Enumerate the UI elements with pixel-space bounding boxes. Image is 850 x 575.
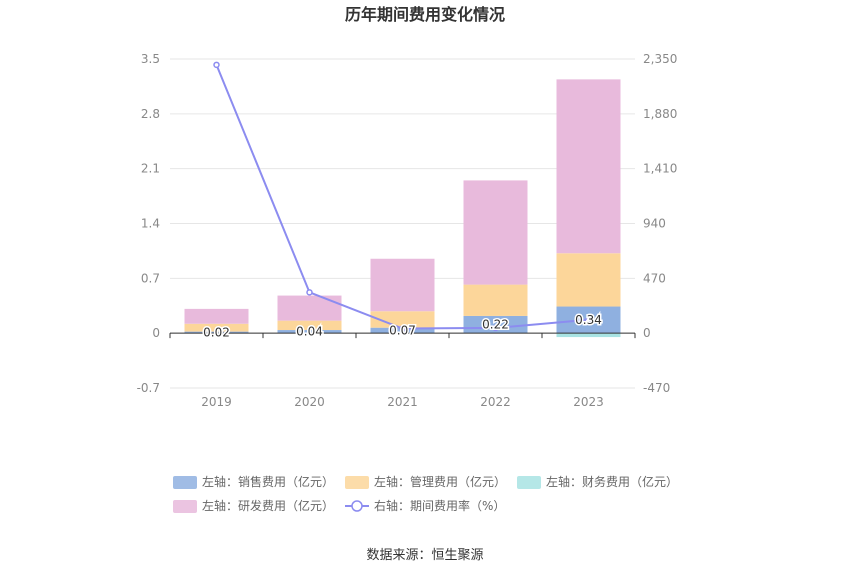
legend-label: 左轴：财务费用（亿元） (546, 474, 678, 489)
admin-bar (184, 323, 249, 332)
left-tick-label: 1.4 (141, 217, 160, 231)
left-tick-label: -0.7 (137, 381, 160, 395)
admin-bar (463, 284, 528, 316)
x-axis (169, 332, 636, 339)
chart-title: 历年期间费用变化情况 (345, 5, 505, 24)
sales-bar (277, 330, 342, 334)
right-tick-label: -470 (643, 381, 670, 395)
legend-swatch (173, 476, 197, 489)
legend-marker (351, 500, 363, 512)
admin-bar (277, 320, 342, 331)
legend-item[interactable]: 左轴：销售费用（亿元） (173, 474, 334, 489)
left-tick-label: 3.5 (141, 52, 160, 66)
rd-bar (463, 180, 528, 285)
data-labels: 0.02 0.04 0.07 0.22 0.34 (202, 311, 604, 341)
legend-item[interactable]: 左轴：研发费用（亿元） (173, 498, 334, 513)
rate-point (492, 324, 499, 332)
legend-label: 左轴：研发费用（亿元） (202, 498, 334, 513)
right-tick-label: 940 (643, 217, 666, 231)
rate-point (306, 289, 313, 296)
data-label: 0.22 (482, 318, 509, 332)
x-tick-label: 2019 (201, 395, 232, 409)
legend-swatch (345, 476, 369, 489)
legend-label: 右轴：期间费用率（%） (374, 498, 505, 513)
finance-bar (556, 333, 621, 338)
legend-item[interactable]: 右轴：期间费用率（%） (345, 498, 505, 513)
x-tick-label: 2023 (573, 395, 604, 409)
x-tick-label: 2020 (294, 395, 325, 409)
rd-bar (184, 308, 249, 324)
left-tick-label: 0.7 (141, 271, 160, 285)
x-tick-label: 2021 (387, 395, 418, 409)
legend-swatch (173, 500, 197, 513)
right-tick-label: 0 (643, 326, 651, 340)
data-label: 0.34 (575, 313, 602, 327)
data-label: 0.04 (296, 325, 323, 339)
left-tick-label: 0 (152, 326, 160, 340)
x-tick-label: 2022 (480, 395, 511, 409)
data-label: 0.02 (203, 325, 230, 339)
left-axis: -0.7 0 0.7 1.4 2.1 2.8 3.5 (137, 52, 160, 395)
legend-item[interactable]: 左轴：管理费用（亿元） (345, 474, 506, 489)
rate-line (213, 61, 592, 332)
left-tick-label: 2.8 (141, 107, 160, 121)
right-tick-label: 1,880 (643, 107, 677, 121)
legend-label: 左轴：管理费用（亿元） (374, 474, 506, 489)
rd-bar (370, 258, 435, 312)
data-label: 0.07 (389, 323, 416, 337)
source-text: 数据来源：恒生聚源 (366, 548, 483, 563)
sales-bar (184, 331, 249, 334)
legend[interactable]: 左轴：销售费用（亿元） 左轴：管理费用（亿元） 左轴：财务费用（亿元） 左轴：研发费用… (173, 474, 678, 513)
right-tick-label: 1,410 (643, 162, 677, 176)
left-tick-label: 2.1 (141, 162, 160, 176)
right-axis: -470 0 470 940 1,410 1,880 2,350 (643, 52, 677, 395)
rate-point (585, 316, 592, 323)
admin-bar (556, 253, 621, 307)
rate-point (213, 61, 220, 69)
legend-item[interactable]: 左轴：财务费用（亿元） (517, 474, 678, 489)
legend-label: 左轴：销售费用（亿元） (202, 474, 334, 489)
x-axis-labels: 2019 2020 2021 2022 2023 (201, 395, 604, 409)
legend-swatch (517, 476, 541, 489)
right-tick-label: 2,350 (643, 52, 677, 66)
bars (184, 79, 621, 338)
rd-bar (277, 295, 342, 321)
right-tick-label: 470 (643, 271, 666, 285)
admin-bar (370, 311, 435, 328)
rate-point (399, 325, 406, 332)
rd-bar (556, 79, 621, 254)
